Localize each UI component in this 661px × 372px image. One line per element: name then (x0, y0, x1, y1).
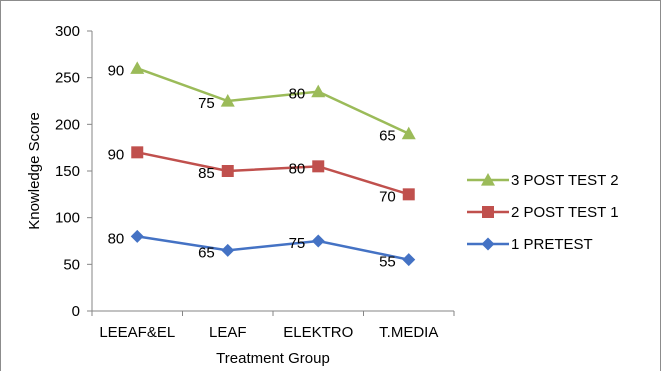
x-tick-label: LEEAF&EL (99, 324, 175, 341)
y-tick-label: 0 (72, 303, 80, 320)
data-label: 80 (289, 86, 306, 103)
data-label: 75 (289, 235, 306, 252)
x-axis-title: Treatment Group (216, 350, 330, 367)
series-line-1 (137, 235, 410, 261)
legend-label: 1 PRETEST (511, 236, 593, 253)
data-point (402, 188, 415, 201)
y-tick-label: 300 (55, 23, 80, 40)
data-point (130, 229, 144, 243)
data-point (402, 253, 416, 267)
y-tick-label: 250 (55, 70, 80, 87)
series-line-3 (136, 67, 410, 135)
data-point (311, 84, 326, 98)
data-label: 55 (379, 254, 396, 271)
y-tick-label: 50 (63, 256, 80, 273)
y-axis-title: Knowledge Score (26, 112, 43, 230)
data-label: 90 (108, 146, 125, 163)
data-point (221, 165, 234, 177)
data-point (401, 126, 416, 140)
legend-label: 3 POST TEST 2 (511, 172, 619, 189)
x-tick-label: LEAF (209, 324, 247, 341)
data-label: 65 (198, 244, 215, 261)
series-line-2 (136, 151, 410, 196)
legend-marker (482, 206, 494, 218)
data-point (220, 94, 235, 107)
data-point (130, 61, 145, 74)
legend-marker (481, 237, 495, 251)
data-point (312, 160, 325, 173)
data-point (221, 243, 235, 257)
legend-marker (481, 173, 495, 186)
data-label: 75 (198, 95, 215, 112)
data-label: 80 (289, 160, 306, 177)
x-tick-label: T.MEDIA (379, 324, 438, 341)
data-label: 70 (379, 188, 396, 205)
y-tick-label: 100 (55, 210, 80, 227)
x-tick-label: ELEKTRO (283, 324, 353, 341)
y-tick-label: 200 (55, 116, 80, 133)
data-label: 90 (108, 62, 125, 79)
data-point (311, 234, 325, 248)
data-label: 80 (108, 230, 125, 247)
data-label: 65 (379, 128, 396, 145)
data-label: 85 (198, 165, 215, 182)
legend-label: 2 POST TEST 1 (511, 204, 619, 221)
data-point (131, 146, 144, 159)
y-tick-label: 150 (55, 163, 80, 180)
